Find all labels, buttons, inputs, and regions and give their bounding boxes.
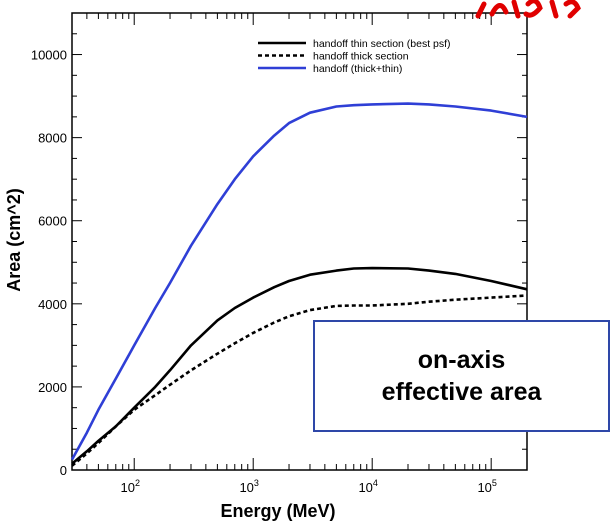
x-tick-label: 104 <box>358 478 377 495</box>
x-tick-label: 103 <box>239 478 258 495</box>
corner-decoration <box>470 0 613 22</box>
y-tick-label: 10000 <box>31 48 67 63</box>
annotation-line-1: on-axis <box>417 346 506 374</box>
annotation-line-2: effective area <box>381 378 542 406</box>
x-tick-label: 102 <box>120 478 139 495</box>
y-tick-label: 4000 <box>38 297 67 312</box>
legend-label-3: handoff (thick+thin) <box>313 63 402 75</box>
series-line-3 <box>70 102 528 461</box>
series-lines <box>70 102 528 467</box>
x-axis-title: Energy (MeV) <box>220 501 335 521</box>
annotation-box: on-axis effective area <box>313 320 610 432</box>
y-tick-label: 6000 <box>38 214 67 229</box>
x-tick-label: 105 <box>477 478 496 495</box>
x-axis-ticks: 102 103 104 105 <box>71 13 528 495</box>
red-text-fragment-icon <box>475 0 581 19</box>
legend-label-1: handoff thin section (best psf) <box>313 38 451 50</box>
y-tick-label: 2000 <box>38 380 67 395</box>
y-axis-title: Area (cm^2) <box>4 188 24 292</box>
y-tick-label: 8000 <box>38 131 67 146</box>
y-tick-label: 0 <box>60 463 67 478</box>
legend: handoff thin section (best psf)handoff t… <box>258 38 451 75</box>
legend-label-2: handoff thick section <box>313 51 409 63</box>
series-line-2 <box>71 294 528 467</box>
